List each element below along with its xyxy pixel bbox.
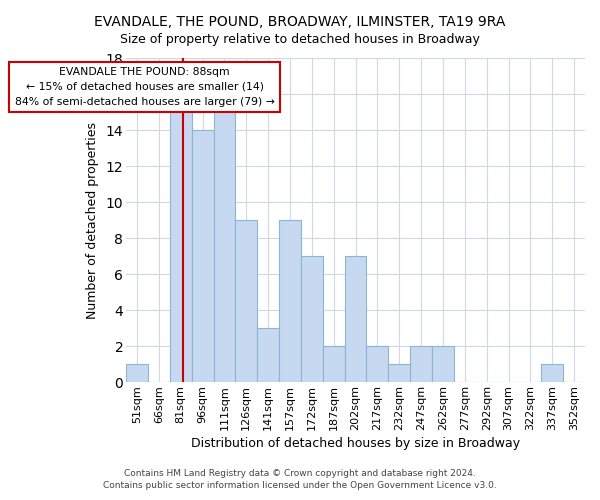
Text: EVANDALE, THE POUND, BROADWAY, ILMINSTER, TA19 9RA: EVANDALE, THE POUND, BROADWAY, ILMINSTER… xyxy=(94,15,506,29)
Bar xyxy=(344,256,367,382)
Bar xyxy=(214,112,235,382)
Bar xyxy=(279,220,301,382)
Bar xyxy=(410,346,432,382)
Bar xyxy=(323,346,344,382)
Text: Contains HM Land Registry data © Crown copyright and database right 2024.
Contai: Contains HM Land Registry data © Crown c… xyxy=(103,468,497,490)
Bar xyxy=(170,112,191,382)
Bar xyxy=(191,130,214,382)
Bar xyxy=(367,346,388,382)
Bar xyxy=(432,346,454,382)
Bar xyxy=(388,364,410,382)
Bar xyxy=(235,220,257,382)
Bar xyxy=(126,364,148,382)
Text: Size of property relative to detached houses in Broadway: Size of property relative to detached ho… xyxy=(120,32,480,46)
Y-axis label: Number of detached properties: Number of detached properties xyxy=(86,122,98,318)
Bar xyxy=(257,328,279,382)
Bar xyxy=(301,256,323,382)
Bar xyxy=(541,364,563,382)
X-axis label: Distribution of detached houses by size in Broadway: Distribution of detached houses by size … xyxy=(191,437,520,450)
Text: EVANDALE THE POUND: 88sqm
← 15% of detached houses are smaller (14)
84% of semi-: EVANDALE THE POUND: 88sqm ← 15% of detac… xyxy=(15,67,275,106)
